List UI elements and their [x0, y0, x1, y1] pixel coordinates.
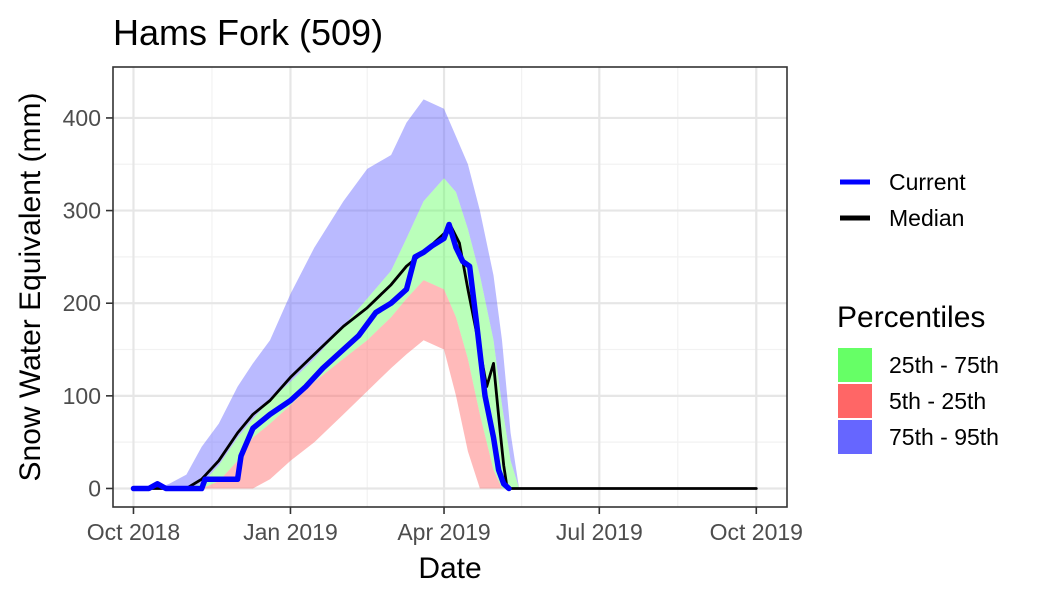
legend: Current Median Percentiles 25th - 75th 5… [837, 169, 999, 454]
plot-area [112, 66, 788, 508]
y-tick-label: 400 [63, 105, 101, 131]
band-5th-25th [133, 280, 549, 489]
x-tick-label: Oct 2018 [87, 519, 180, 545]
percentile-bands [133, 99, 549, 489]
legend-key-25th-75th [838, 348, 872, 382]
legend-label-5th-25th: 5th - 25th [889, 388, 986, 414]
plot-border [112, 66, 788, 508]
legend-label-median: Median [889, 205, 964, 231]
x-axis: Oct 2018 Jan 2019 Apr 2019 Jul 2019 Oct 2019 [87, 507, 803, 545]
grid-minor [113, 67, 787, 507]
series-line-current [130, 221, 512, 492]
y-tick-label: 0 [88, 475, 101, 501]
band-75th-95th [133, 99, 549, 489]
legend-key-75th-95th [838, 420, 872, 454]
x-axis-title: Date [418, 552, 481, 585]
legend-label-75th-95th: 75th - 95th [889, 424, 999, 450]
y-axis-title: Snow Water Equivalent (mm) [14, 92, 47, 481]
band-25th-75th [133, 178, 549, 489]
legend-title-percentiles: Percentiles [837, 301, 985, 334]
plot-background [113, 67, 787, 507]
legend-key-5th-25th [838, 384, 872, 418]
legend-label-current: Current [889, 169, 966, 195]
y-tick-label: 300 [63, 198, 101, 224]
x-tick-label: Jul 2019 [556, 519, 643, 545]
series-lines [130, 221, 758, 492]
y-axis: 0 100 200 300 400 [63, 105, 113, 501]
x-tick-label: Oct 2019 [710, 519, 803, 545]
x-tick-label: Jan 2019 [243, 519, 338, 545]
x-tick-label: Apr 2019 [397, 519, 490, 545]
legend-label-25th-75th: 25th - 75th [889, 352, 999, 378]
y-tick-label: 100 [63, 383, 101, 409]
chart-title: Hams Fork (509) [113, 12, 383, 53]
y-tick-label: 200 [63, 290, 101, 316]
